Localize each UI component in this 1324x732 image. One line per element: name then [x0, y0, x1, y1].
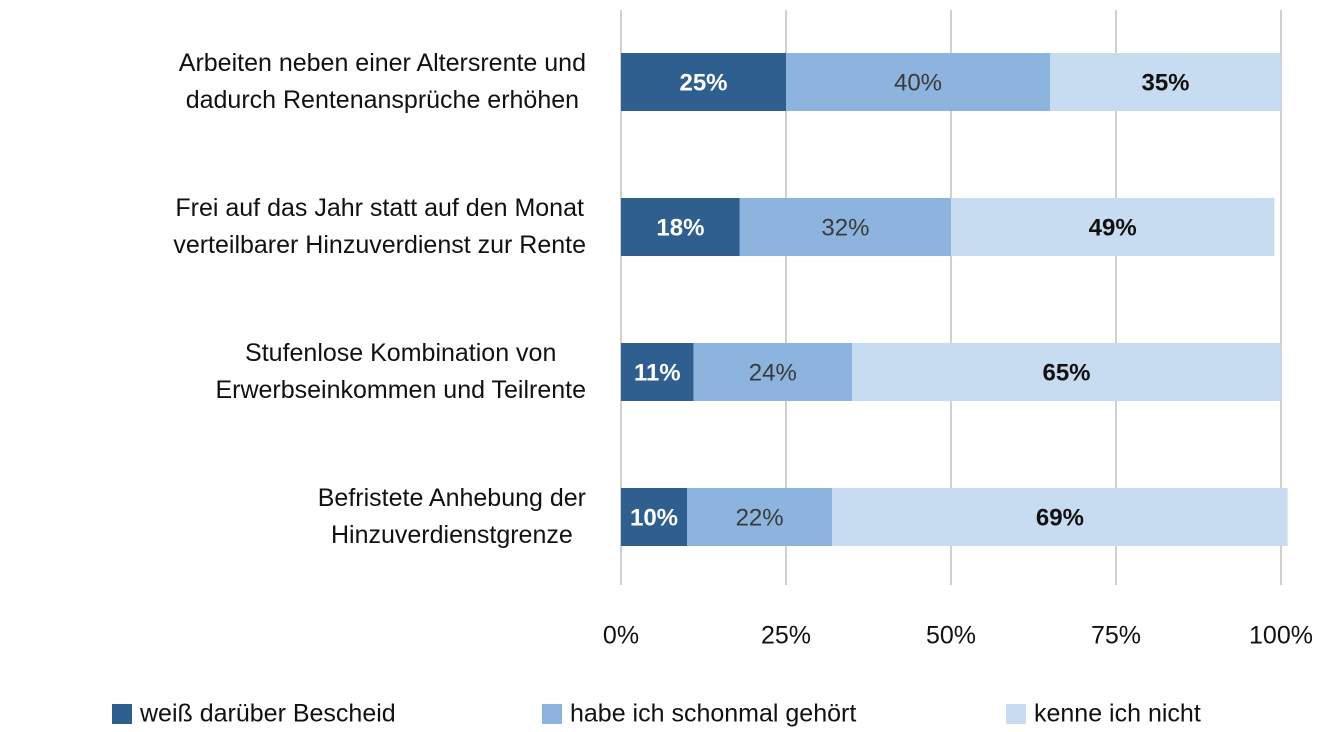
- x-tick-label: 50%: [926, 622, 976, 650]
- category-label: Stufenlose Kombination von Erwerbseinkom…: [215, 339, 586, 404]
- category-label: Frei auf das Jahr statt auf den Monat ve…: [173, 194, 586, 259]
- bar-segment: [687, 488, 833, 546]
- category-label: Befristete Anhebung der Hinzuverdienstgr…: [317, 484, 586, 549]
- bar-segment: [621, 53, 786, 111]
- value-label: 32%: [821, 214, 869, 241]
- legend-swatch: [112, 704, 132, 724]
- value-label: 40%: [894, 69, 942, 96]
- bar-segment: [739, 198, 951, 256]
- legend-label: kenne ich nicht: [1034, 700, 1201, 728]
- bar-segment: [621, 343, 694, 401]
- bar-segment: [786, 53, 1050, 111]
- x-tick-label: 100%: [1249, 622, 1313, 650]
- bar-segment: [693, 343, 852, 401]
- value-label: 22%: [736, 504, 784, 531]
- bar-segment: [621, 198, 740, 256]
- category-label: Arbeiten neben einer Altersrente und dad…: [178, 49, 586, 114]
- x-tick-label: 0%: [603, 622, 639, 650]
- bar-segment: [621, 488, 687, 546]
- legend-label: habe ich schonmal gehört: [570, 700, 856, 728]
- value-label: 18%: [656, 214, 704, 241]
- value-label: 10%: [630, 504, 678, 531]
- value-label: 11%: [634, 359, 681, 386]
- legend-swatch: [1006, 704, 1026, 724]
- value-label: 65%: [1042, 359, 1090, 386]
- value-label: 35%: [1141, 69, 1189, 96]
- bar-segment: [852, 343, 1281, 401]
- value-label: 69%: [1036, 504, 1084, 531]
- bar-segment: [951, 198, 1275, 256]
- x-tick-label: 25%: [761, 622, 811, 650]
- bar-segment: [1050, 53, 1281, 111]
- legend-swatch: [542, 704, 562, 724]
- bar-segment: [832, 488, 1288, 546]
- value-label: 24%: [749, 359, 797, 386]
- x-tick-label: 75%: [1091, 622, 1141, 650]
- value-label: 49%: [1089, 214, 1137, 241]
- value-label: 25%: [679, 69, 727, 96]
- legend-label: weiß darüber Bescheid: [139, 700, 396, 728]
